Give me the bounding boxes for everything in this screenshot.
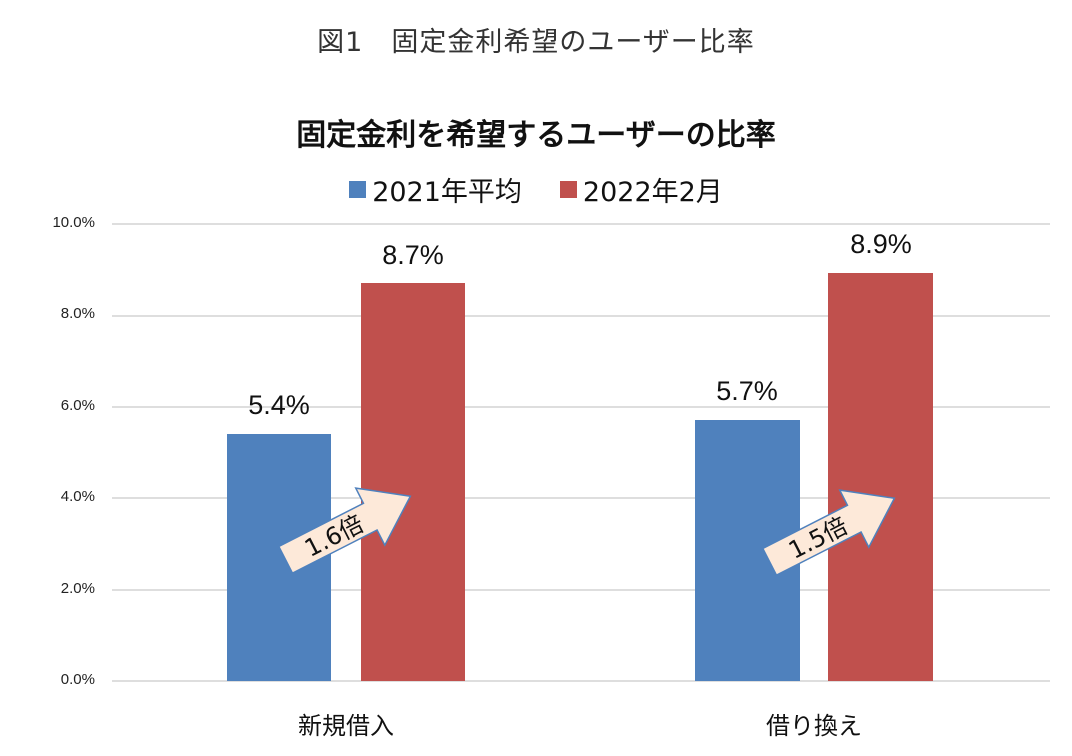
data-label: 5.4% bbox=[248, 390, 310, 420]
bar-2022-karikae bbox=[828, 273, 933, 681]
legend-label: 2022年2月 bbox=[582, 177, 723, 208]
bar-2022-shinki bbox=[361, 283, 465, 681]
gridline bbox=[112, 497, 1050, 499]
legend-item-2021: 2021年平均 bbox=[349, 170, 522, 209]
category-label: 借り換え bbox=[766, 712, 862, 740]
data-label: 5.7% bbox=[716, 376, 778, 406]
legend-swatch-red bbox=[559, 181, 577, 198]
gridline bbox=[112, 223, 1050, 225]
y-tick: 2.0% bbox=[60, 580, 95, 597]
legend-item-2022: 2022年2月 bbox=[559, 170, 723, 209]
data-label: 8.9% bbox=[850, 229, 912, 259]
x-axis-line bbox=[112, 680, 1050, 682]
y-tick: 8.0% bbox=[60, 305, 95, 322]
gridline bbox=[112, 406, 1050, 408]
y-tick: 10.0% bbox=[52, 214, 95, 231]
figure-caption: 図1 固定金利希望のユーザー比率 bbox=[317, 27, 755, 58]
y-tick: 0.0% bbox=[60, 671, 95, 688]
chart-title: 固定金利を希望するユーザーの比率 bbox=[296, 118, 776, 153]
y-tick: 4.0% bbox=[60, 488, 95, 505]
arrow-annotation-icon: 1.5倍 bbox=[761, 489, 896, 577]
category-label: 新規借入 bbox=[298, 712, 394, 740]
y-tick: 6.0% bbox=[60, 397, 95, 414]
gridline bbox=[112, 315, 1050, 317]
data-label: 8.7% bbox=[382, 240, 444, 270]
arrow-annotation-icon: 1.6倍 bbox=[277, 487, 412, 575]
legend-swatch-blue bbox=[349, 181, 367, 198]
legend: 2021年平均 2022年2月 bbox=[0, 170, 1072, 209]
legend-label: 2021年平均 bbox=[372, 177, 522, 208]
gridline bbox=[112, 589, 1050, 591]
